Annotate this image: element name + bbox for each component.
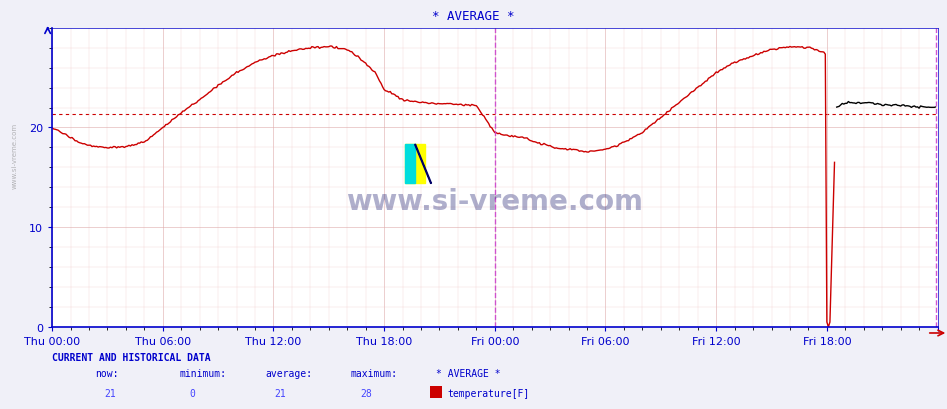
Text: 21: 21 — [104, 389, 116, 398]
Bar — [405, 145, 425, 184]
FancyArrow shape — [415, 145, 432, 184]
Text: CURRENT AND HISTORICAL DATA: CURRENT AND HISTORICAL DATA — [52, 352, 211, 362]
Text: average:: average: — [265, 368, 313, 378]
Text: 28: 28 — [360, 389, 371, 398]
Text: temperature[F]: temperature[F] — [447, 389, 529, 398]
Text: * AVERAGE *: * AVERAGE * — [432, 10, 515, 23]
Text: www.si-vreme.com: www.si-vreme.com — [347, 188, 643, 216]
Bar — [405, 145, 415, 184]
Text: 21: 21 — [275, 389, 286, 398]
Text: 0: 0 — [189, 389, 195, 398]
Text: minimum:: minimum: — [180, 368, 227, 378]
Text: * AVERAGE *: * AVERAGE * — [436, 368, 500, 378]
Text: now:: now: — [95, 368, 118, 378]
Text: maximum:: maximum: — [350, 368, 398, 378]
Text: www.si-vreme.com: www.si-vreme.com — [11, 122, 17, 189]
